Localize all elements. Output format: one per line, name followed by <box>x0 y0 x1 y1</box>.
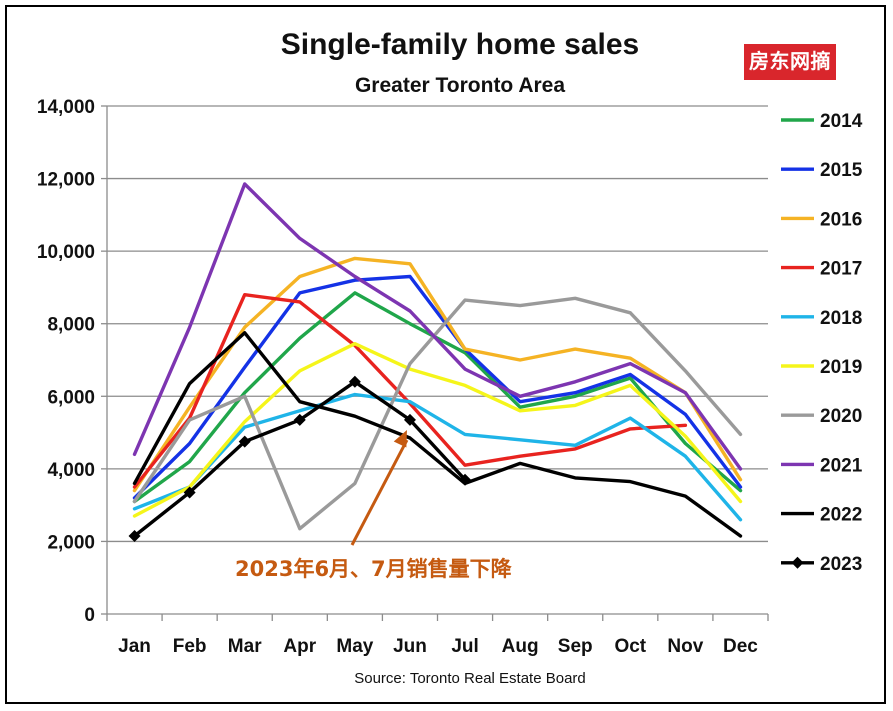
series-markers <box>128 375 472 542</box>
x-tick-label: Dec <box>723 636 758 657</box>
y-tick-label: 12,000 <box>37 170 95 191</box>
series-line-2020 <box>132 296 743 531</box>
annotation-arrow-head <box>393 430 407 448</box>
legend-label-2021: 2021 <box>820 455 863 476</box>
data-point-2023-Mar <box>238 435 251 448</box>
legend-label-2020: 2020 <box>820 406 862 427</box>
chart-frame <box>5 5 886 704</box>
x-tick-label: Jan <box>118 636 151 657</box>
x-tick-label: May <box>336 636 373 657</box>
chart-title: Single-family home sales <box>280 28 640 61</box>
data-point-2023-Jun <box>403 413 416 426</box>
x-tick-label: Nov <box>667 636 703 657</box>
x-tick-label: Mar <box>228 636 262 657</box>
legend-label-2017: 2017 <box>820 259 862 280</box>
chart-subtitle: Greater Toronto Area <box>354 74 566 97</box>
y-tick-label: 10,000 <box>37 242 95 263</box>
series-line-2019 <box>132 342 743 518</box>
x-tick-label: Apr <box>283 636 316 657</box>
data-point-2023-Feb <box>183 486 196 499</box>
watermark-logo: 房东网摘 <box>744 44 836 80</box>
legend-label-2019: 2019 <box>820 357 862 378</box>
data-point-2023-Jan <box>128 529 141 542</box>
x-tick-label: Aug <box>502 636 539 657</box>
legend-marker-2023 <box>791 556 804 569</box>
annotation: 2023年6月、7月销售量下降 <box>235 430 513 581</box>
data-point-2023-Jul <box>459 473 472 486</box>
legend-label-2022: 2022 <box>820 505 862 526</box>
legend: 2014 2015 2016 2017 2018 2019 2020 2021 2022 2023 <box>781 111 863 575</box>
y-tick-label: 2,000 <box>47 532 95 553</box>
x-tick-label: Sep <box>558 636 593 657</box>
y-axis: 0 2,000 4,000 6,000 8,000 10,000 12,000 14,000 <box>37 97 108 626</box>
series-line-2022 <box>132 331 743 538</box>
y-tick-label: 14,000 <box>37 97 95 118</box>
x-tick-label: Jun <box>393 636 427 657</box>
y-tick-label: 4,000 <box>47 460 95 481</box>
legend-label-2014: 2014 <box>820 111 863 132</box>
annotation-arrow-shaft <box>350 439 409 546</box>
legend-label-2023: 2023 <box>820 554 862 575</box>
data-point-2023-May <box>348 375 361 388</box>
series-line-2015 <box>132 274 743 500</box>
series-lines <box>132 182 743 538</box>
legend-label-2015: 2015 <box>820 160 863 181</box>
x-tick-label: Feb <box>173 636 207 657</box>
x-axis: Jan Feb Mar Apr May Jun Jul Aug Sep Oct Nov Dec <box>106 613 769 657</box>
annotation-text: 2023年6月、7月销售量下降 <box>235 557 513 581</box>
series-line-2018 <box>132 392 743 522</box>
y-tick-label: 0 <box>84 605 95 626</box>
data-point-2023-Apr <box>293 413 306 426</box>
series-line-2021 <box>132 182 743 471</box>
y-tick-label: 8,000 <box>47 315 95 336</box>
y-tick-label: 6,000 <box>47 387 95 408</box>
legend-label-2018: 2018 <box>820 308 862 329</box>
x-tick-label: Oct <box>614 636 646 657</box>
source-note: Source: Toronto Real Estate Board <box>354 670 586 687</box>
x-tick-label: Jul <box>451 636 478 657</box>
legend-label-2016: 2016 <box>820 209 862 230</box>
